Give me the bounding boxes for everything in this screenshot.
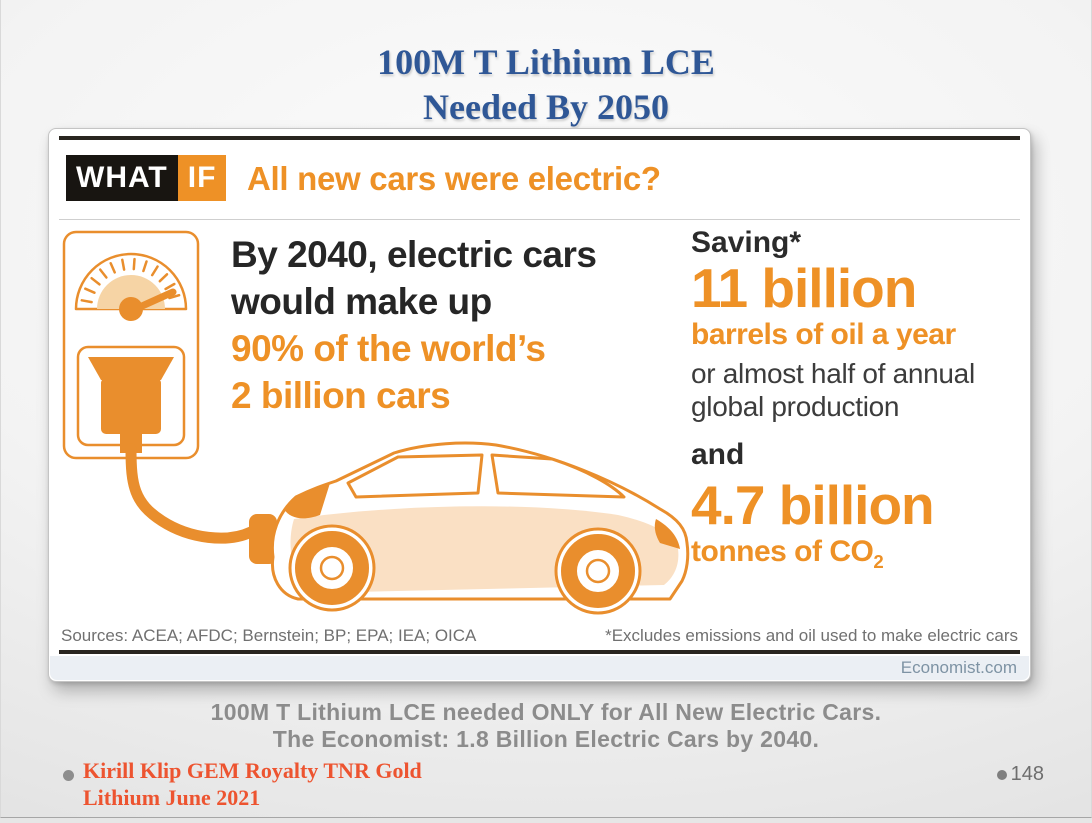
economist-link: Economist.com [900,658,1017,677]
stat-oil-unit: barrels of oil a year [691,318,956,352]
page-title-line1: 100M T Lithium LCE [377,42,715,82]
caption-line2: The Economist: 1.8 Billion Electric Cars… [272,726,820,752]
page-number-footer: 148 [996,763,1044,786]
fact-orange-line2: 2 billion cars [231,375,451,416]
author-footer: Kirill Klip GEM Royalty TNR Gold Lithium… [63,757,422,811]
fact-orange-line1: 90% of the world’s [231,328,546,369]
plug-icon [76,345,186,453]
gauge-icon [74,252,188,321]
author-footer-line1: Kirill Klip GEM Royalty TNR Gold [83,758,422,783]
stat-oil-value: 11 billion [691,257,917,319]
saving-label: Saving* [691,226,802,259]
infographic-card: WHAT IF All new cars were electric? [48,128,1031,682]
what-if-logo-what: WHAT [66,155,178,201]
stat-oil-note: or almost half of annual global producti… [691,357,1031,423]
stat-co2-unit-sub: 2 [873,551,884,573]
left-fact-text: By 2040, electric cars would make up 90%… [231,231,597,419]
stat-co2-value: 4.7 billion [691,474,935,537]
page-title: 100M T Lithium LCE Needed By 2050 [1,40,1091,130]
charge-port [249,514,277,564]
stat-oil-note-line2: global production [691,391,900,423]
bullet-icon [63,770,74,781]
what-if-logo: WHAT IF [66,155,227,201]
ev-car-icon [270,441,690,615]
sources-row: Sources: ACEA; AFDC; Bernstein; BP; EPA;… [61,626,1018,646]
stat-co2-unit: tonnes of CO2 [691,535,1031,573]
sources-text: Sources: ACEA; AFDC; Bernstein; BP; EPA;… [61,626,477,645]
slide-caption: 100M T Lithium LCE needed ONLY for All N… [1,699,1091,753]
card-header: WHAT IF [66,153,227,203]
savings-column: Saving* 11 billion barrels of oil a year… [691,226,1031,573]
ev-charging-illustration [62,230,690,615]
top-rule [59,136,1020,140]
page-title-line2: Needed By 2050 [423,87,669,127]
header-divider [59,219,1020,220]
economist-footer-bar: Economist.com [50,656,1029,680]
author-footer-line2: Lithium June 2021 [83,785,261,810]
fact-dark-line2: would make up [231,281,492,322]
headline: All new cars were electric? [247,160,661,197]
page-number: 148 [1010,763,1044,785]
bullet-icon [996,769,1007,780]
what-if-logo-if: IF [177,155,227,201]
caption-line1: 100M T Lithium LCE needed ONLY for All N… [210,699,882,725]
connector-label: and [691,438,745,472]
bottom-rule [59,650,1020,654]
fact-dark-line1: By 2040, electric cars [231,234,597,275]
stat-co2-unit-prefix: tonnes of CO [691,535,874,569]
footnote-text: *Excludes emissions and oil used to make… [605,626,1018,645]
stat-oil-note-line1: or almost half of annual [691,358,975,390]
charging-cable-icon [125,443,257,544]
author-footer-text: Kirill Klip GEM Royalty TNR Gold Lithium… [83,757,422,811]
